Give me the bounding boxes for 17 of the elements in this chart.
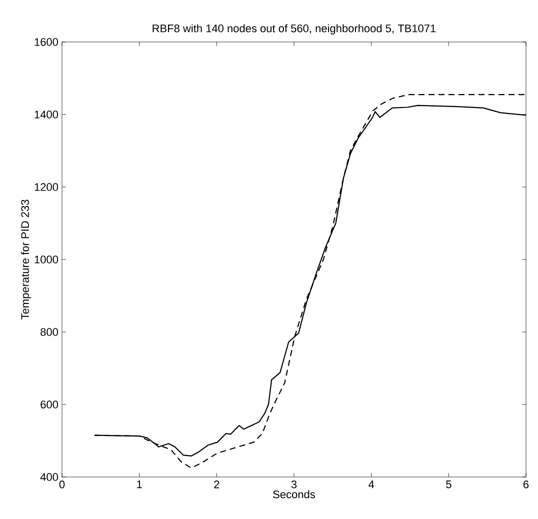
y-tick-label: 400 xyxy=(40,473,58,481)
y-tick-label: 1600 xyxy=(34,38,58,46)
chart-title: RBF8 with 140 nodes out of 560, neighborhood 5, TB1071 xyxy=(152,24,436,34)
x-tick-label: 0 xyxy=(59,480,65,488)
y-tick-label: 1000 xyxy=(34,256,58,264)
y-tick-label: 1400 xyxy=(34,110,58,118)
y-tick-label: 600 xyxy=(40,400,58,408)
y-tick-label: 1200 xyxy=(34,183,58,191)
x-axis-title: Seconds xyxy=(273,490,315,498)
x-tick-label: 2 xyxy=(214,480,220,488)
x-tick-label: 6 xyxy=(524,480,529,488)
x-tick-label: 5 xyxy=(446,480,452,488)
x-tick-label: 1 xyxy=(137,480,142,488)
x-tick-label: 3 xyxy=(291,480,297,488)
x-tick-label: 4 xyxy=(368,480,374,488)
y-axis-title: Temperature for PID 233 xyxy=(20,200,32,320)
y-tick-label: 800 xyxy=(40,328,58,336)
